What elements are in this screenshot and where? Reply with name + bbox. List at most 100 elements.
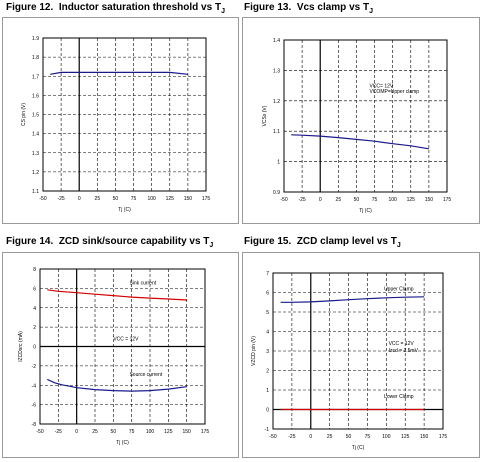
figure-12-number: Figure 12. bbox=[6, 2, 54, 13]
x-axis-label: Tj (C) bbox=[352, 445, 365, 451]
annotation-label: Izcd = 2.5mV bbox=[389, 348, 419, 354]
x-tick-label: 150 bbox=[184, 196, 193, 202]
x-tick-label: 175 bbox=[443, 197, 452, 203]
y-axis-label: VCSx (V) bbox=[262, 105, 268, 126]
x-tick-label: 125 bbox=[164, 429, 173, 435]
figure-13-chart: -50 -25 0 25 50 75 100 125 150 175 0.9 1 1.1 1.2 1.3 1.… bbox=[262, 38, 452, 214]
x-tick-label: 0 bbox=[309, 434, 312, 440]
annotation-label: VCC = 12V bbox=[113, 337, 139, 343]
annotation-label: Lower Clamp bbox=[384, 394, 414, 400]
x-tick-label: 75 bbox=[365, 434, 371, 440]
y-tick-label: -8 bbox=[32, 422, 37, 428]
y-tick-label: 4 bbox=[33, 306, 36, 312]
x-tick-label: 100 bbox=[146, 429, 155, 435]
x-tick-label: 25 bbox=[336, 197, 342, 203]
series-line-red bbox=[47, 289, 187, 301]
y-tick-label: 6 bbox=[33, 286, 36, 292]
y-axis-label: VZCD pin (V) bbox=[251, 336, 257, 366]
figure-15-title: Figure 15. ZCD clamp level vs TJ bbox=[244, 236, 401, 252]
x-tick-label: 0 bbox=[78, 196, 81, 202]
annotation-label: VCOMP=Upper clamp bbox=[369, 89, 419, 95]
y-tick-label: 7 bbox=[266, 271, 269, 277]
figure-12-chart: -50 -25 0 25 50 75 100 125 150 175 1.1 1.2 1.3 1.4 1.5… bbox=[21, 36, 211, 213]
y-tick-label: 1.2 bbox=[273, 99, 280, 105]
plot-frame bbox=[283, 39, 448, 193]
y-tick-label: 0.9 bbox=[273, 190, 280, 196]
series-line-blue bbox=[280, 296, 425, 303]
x-tick-label: 150 bbox=[420, 434, 429, 440]
x-tick-label: 0 bbox=[75, 429, 78, 435]
figure-12-title: Figure 12. Inductor saturation threshold… bbox=[6, 2, 225, 18]
x-axis-label: Tj (C) bbox=[118, 207, 131, 213]
series-line-blue bbox=[50, 71, 188, 75]
y-tick-label: 1.8 bbox=[32, 55, 39, 61]
annotation-label: VCC = 12V bbox=[389, 341, 415, 347]
figure-15-caption: ZCD clamp level vs T bbox=[296, 236, 397, 247]
y-tick-label: 0 bbox=[266, 408, 269, 414]
x-tick-label: 50 bbox=[346, 434, 352, 440]
x-tick-label: -25 bbox=[55, 429, 62, 435]
y-tick-label: 1.2 bbox=[32, 170, 39, 176]
figure-13-caption: Vcs clamp vs T bbox=[296, 2, 370, 13]
x-tick-label: 75 bbox=[372, 197, 378, 203]
y-tick-label: 1.4 bbox=[32, 132, 39, 138]
y-tick-label: 8 bbox=[33, 267, 36, 273]
y-tick-label: 1.3 bbox=[273, 68, 280, 74]
annotation-label: Upper Clamp bbox=[384, 287, 414, 293]
y-tick-label: 2 bbox=[266, 369, 269, 375]
x-tick-label: 100 bbox=[382, 434, 391, 440]
figure-14-subscript: J bbox=[209, 242, 214, 249]
y-axis-label: CS pin (V) bbox=[21, 103, 27, 126]
y-tick-label: 1.6 bbox=[32, 93, 39, 99]
y-tick-label: 6 bbox=[266, 291, 269, 297]
series-line-blue bbox=[291, 134, 429, 150]
annotation-label: VCC= 12V bbox=[369, 84, 393, 90]
x-tick-label: -25 bbox=[288, 434, 295, 440]
x-tick-label: -50 bbox=[39, 196, 46, 202]
y-tick-label: 2 bbox=[33, 325, 36, 331]
x-tick-label: 150 bbox=[182, 429, 191, 435]
y-tick-label: -4 bbox=[32, 383, 37, 389]
figure-13-subscript: J bbox=[369, 8, 373, 15]
y-axis-label: IZCDsrc (mA) bbox=[18, 331, 24, 362]
x-tick-label: 50 bbox=[354, 197, 360, 203]
y-tick-label: 1.9 bbox=[32, 36, 39, 42]
x-tick-label: 25 bbox=[95, 196, 101, 202]
y-tick-label: 1 bbox=[266, 388, 269, 394]
y-tick-label: 1 bbox=[277, 160, 280, 166]
annotation-label: Source current bbox=[129, 372, 162, 378]
figure-14-panel: -50 -25 0 25 50 75 100 125 150 175 -8 -6 -4 -2 0 2 4 6 8 Tj… bbox=[2, 252, 239, 458]
x-tick-label: 75 bbox=[131, 196, 137, 202]
y-tick-label: -2 bbox=[32, 364, 37, 370]
figure-13-panel: -50 -25 0 25 50 75 100 125 150 175 0.9 1 1.1 1.2 1.3 1.… bbox=[242, 17, 480, 224]
figure-14-chart: -50 -25 0 25 50 75 100 125 150 175 -8 -6 -4 -2 0 2 4 6 8 Tj… bbox=[18, 267, 210, 446]
figure-12-panel: -50 -25 0 25 50 75 100 125 150 175 1.1 1.2 1.3 1.4 1.5… bbox=[2, 17, 239, 224]
annotation-label: Sink current bbox=[129, 281, 156, 287]
figure-15-subscript: J bbox=[396, 242, 401, 249]
figure-14-caption: ZCD sink/source capability vs T bbox=[58, 236, 210, 247]
x-tick-label: -50 bbox=[269, 434, 276, 440]
x-tick-label: 175 bbox=[202, 196, 211, 202]
x-tick-label: -50 bbox=[36, 429, 43, 435]
figure-12-caption: Inductor saturation threshold vs T bbox=[58, 2, 222, 13]
x-tick-label: 175 bbox=[439, 434, 448, 440]
x-tick-label: 50 bbox=[113, 196, 119, 202]
y-tick-label: 1.7 bbox=[32, 74, 39, 80]
y-tick-label: 1.5 bbox=[32, 113, 39, 119]
y-tick-label: 4 bbox=[266, 330, 269, 336]
x-tick-label: 150 bbox=[425, 197, 434, 203]
figure-14-title: Figure 14. ZCD sink/source capability vs… bbox=[6, 236, 213, 252]
figure-15-number: Figure 15. bbox=[244, 236, 292, 247]
x-tick-label: 0 bbox=[319, 197, 322, 203]
x-tick-label: 125 bbox=[407, 197, 416, 203]
x-tick-label: -50 bbox=[280, 197, 287, 203]
x-tick-label: -25 bbox=[298, 197, 305, 203]
y-tick-label: 1.1 bbox=[273, 129, 280, 135]
x-axis-label: Tj (C) bbox=[359, 208, 372, 214]
y-tick-label: 0 bbox=[33, 345, 36, 351]
figure-14-number: Figure 14. bbox=[6, 236, 54, 247]
figure-15-panel: -50 -25 0 25 50 75 100 125 150 175 -1 0 1 2 3 4 5 6 7 Tj (C… bbox=[242, 252, 480, 458]
y-tick-label: -1 bbox=[265, 427, 270, 433]
x-tick-label: 175 bbox=[201, 429, 210, 435]
x-tick-label: 25 bbox=[327, 434, 333, 440]
